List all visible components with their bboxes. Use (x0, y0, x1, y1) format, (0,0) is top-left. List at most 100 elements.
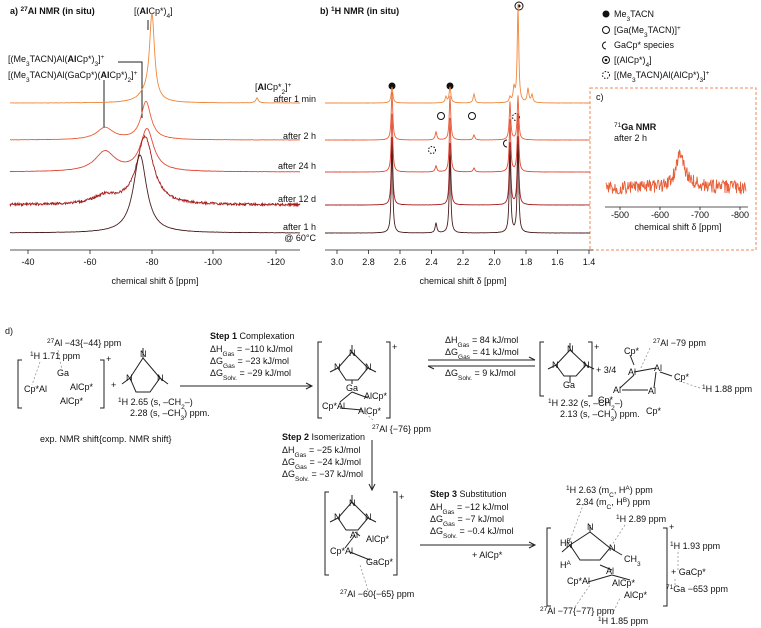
spectrum (10, 13, 301, 104)
text-run: H 1.88 ppm (706, 384, 753, 394)
scheme-label: Al (648, 386, 656, 396)
text-run: = −23 kJ/mol (235, 356, 289, 366)
subscript: Solv. (223, 375, 237, 382)
subscript: Gas (223, 363, 236, 370)
spectrum (9, 128, 301, 173)
text-run: ) ppm. (614, 409, 640, 419)
scheme-label: HB (560, 538, 571, 549)
nmr-shift: 1H 1.85 ppm (598, 616, 648, 627)
scheme-label: Cp*Al (330, 546, 353, 556)
supscript: + (677, 25, 681, 32)
text-run: Complexation (237, 331, 295, 341)
supscript: 1 (616, 514, 620, 521)
subscript: Solv. (458, 375, 472, 382)
text-run: ] (703, 70, 706, 80)
text-run: 2.28 (s, –CH (130, 408, 181, 418)
text-run: = −37 kJ/mol (309, 469, 363, 479)
text-run: CH (624, 554, 637, 564)
scheme-label: AlCp* (612, 578, 636, 588)
scheme-label: Al (654, 363, 662, 373)
supscript: 1 (670, 541, 674, 548)
subscript: Solv. (295, 476, 309, 483)
x-tick-label: -80 (145, 257, 158, 267)
nmr-shift: 1H 1.93 ppm (670, 541, 720, 552)
text-run: ΔG (445, 347, 458, 357)
nmr-shift: 1H 1.88 ppm (702, 384, 752, 395)
supscript: 1 (598, 616, 602, 623)
supscript: 27 (340, 589, 348, 596)
text-run: = −0.4 kJ/mol (457, 526, 514, 536)
scheme-label: Cp* (624, 346, 640, 356)
legend-symbol (604, 58, 608, 62)
inset-frame (589, 87, 757, 251)
supscript: B (623, 497, 627, 504)
text-run: = −29 kJ/mol (237, 368, 291, 378)
scheme-label: Al (628, 367, 636, 377)
scheme-label: ΔGGas = −7 kJ/mol (430, 514, 504, 528)
nmr-shift: 1H 2.65 (s, –CH2–) (118, 397, 193, 411)
text-run: ΔG (282, 469, 295, 479)
bracket (324, 491, 398, 576)
legend-symbol (602, 26, 610, 34)
spectrum-label: after 24 h (278, 161, 316, 171)
subscript: Gas (295, 464, 308, 471)
text-run: Cp*) (109, 70, 127, 80)
complex2-sketch (329, 495, 377, 561)
scheme-label: + GaCp* (671, 567, 706, 577)
scheme-label: + AlCp* (472, 550, 503, 560)
supscript: A (625, 485, 630, 492)
nmr-shift: 27Al −79 ppm (653, 338, 706, 349)
x-tick-label: 1.6 (551, 257, 564, 267)
text-run: –) (615, 398, 623, 408)
subscript: 3 (637, 561, 641, 568)
nmr-shift: 2.28 (s, –CH3) ppm. (130, 408, 210, 422)
subscript: 2 (282, 89, 286, 96)
scheme-label: N (587, 522, 594, 532)
subscript: C (609, 492, 614, 499)
x-tick-label: -100 (204, 257, 222, 267)
text-run: ΔG (430, 514, 443, 524)
complex1-sketch (329, 345, 377, 411)
bold-run: Al (258, 82, 267, 92)
text-run: [(Me (8, 70, 26, 80)
arrow (428, 356, 536, 361)
text-run: ΔG (210, 356, 223, 366)
text-run: = 41 kJ/mol (470, 347, 519, 357)
supscript: A (567, 560, 572, 567)
scheme-label: N (126, 373, 133, 383)
text-run: TACN)] (648, 25, 677, 35)
productA-sketch (547, 343, 595, 383)
legend-symbol (602, 41, 607, 50)
text-run: Cp*) (76, 54, 94, 64)
text-run: Al {−76} ppm (379, 424, 431, 434)
scheme-label: N (365, 512, 372, 522)
text-run: H 2.89 ppm (620, 514, 667, 524)
spectrum (9, 134, 301, 208)
text-run: H 1.71 ppm (34, 351, 81, 361)
text-run: ΔH (210, 344, 223, 354)
marker-ga-tacn (468, 112, 476, 120)
subscript: Gas (295, 452, 308, 459)
subscript: 2 (127, 77, 131, 84)
scheme-label: CH3 (624, 554, 641, 568)
scheme-label: N (334, 512, 341, 522)
spectrum (605, 148, 747, 195)
scheme-label: AlCp* (366, 534, 390, 544)
x-tick-label: -500 (611, 210, 629, 220)
text-run: [Ga(Me (614, 25, 644, 35)
supscript: 27 (47, 338, 55, 345)
scheme-label: Ga (57, 368, 69, 378)
scheme-label: AlCp* (364, 391, 388, 401)
scheme-label: Step 1 Complexation (210, 331, 295, 341)
scheme-label: Ga (346, 383, 358, 393)
x-tick-label: -60 (83, 257, 96, 267)
text-run: Al −43{−44} ppm (54, 338, 121, 348)
subscript: 3 (632, 77, 636, 84)
panel-label: d) (5, 326, 13, 336)
axis-label: chemical shift δ [ppm] (634, 222, 721, 232)
text-run: H NMR (in situ) (335, 6, 400, 16)
scheme-label: N (552, 360, 559, 370)
scheme-label: ΔHGas = −110 kJ/mol (210, 344, 293, 358)
legend-symbol (602, 56, 610, 64)
